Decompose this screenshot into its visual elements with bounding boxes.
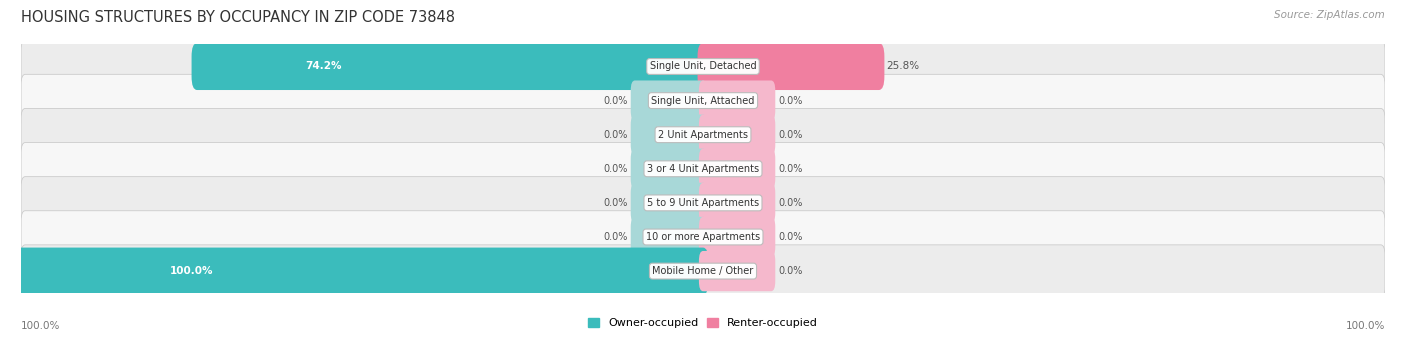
FancyBboxPatch shape xyxy=(699,80,775,121)
FancyBboxPatch shape xyxy=(699,251,775,291)
Text: 3 or 4 Unit Apartments: 3 or 4 Unit Apartments xyxy=(647,164,759,174)
FancyBboxPatch shape xyxy=(21,108,1385,161)
Text: 0.0%: 0.0% xyxy=(778,266,803,276)
FancyBboxPatch shape xyxy=(697,43,884,90)
Text: 2 Unit Apartments: 2 Unit Apartments xyxy=(658,130,748,140)
FancyBboxPatch shape xyxy=(21,74,1385,127)
Text: 25.8%: 25.8% xyxy=(886,61,920,72)
FancyBboxPatch shape xyxy=(21,40,1385,93)
Text: 0.0%: 0.0% xyxy=(778,232,803,242)
Text: HOUSING STRUCTURES BY OCCUPANCY IN ZIP CODE 73848: HOUSING STRUCTURES BY OCCUPANCY IN ZIP C… xyxy=(21,10,456,25)
Text: 0.0%: 0.0% xyxy=(778,198,803,208)
Text: 100.0%: 100.0% xyxy=(1346,321,1385,331)
Text: 0.0%: 0.0% xyxy=(778,130,803,140)
Text: 100.0%: 100.0% xyxy=(21,321,60,331)
FancyBboxPatch shape xyxy=(191,43,709,90)
Text: 74.2%: 74.2% xyxy=(305,61,342,72)
FancyBboxPatch shape xyxy=(699,149,775,189)
Text: Single Unit, Detached: Single Unit, Detached xyxy=(650,61,756,72)
FancyBboxPatch shape xyxy=(21,143,1385,195)
FancyBboxPatch shape xyxy=(631,217,707,257)
FancyBboxPatch shape xyxy=(21,211,1385,263)
FancyBboxPatch shape xyxy=(21,177,1385,229)
FancyBboxPatch shape xyxy=(699,183,775,223)
Text: Source: ZipAtlas.com: Source: ZipAtlas.com xyxy=(1274,10,1385,20)
Text: 0.0%: 0.0% xyxy=(778,164,803,174)
FancyBboxPatch shape xyxy=(699,217,775,257)
Text: 0.0%: 0.0% xyxy=(603,95,628,106)
Text: 0.0%: 0.0% xyxy=(603,130,628,140)
Text: 10 or more Apartments: 10 or more Apartments xyxy=(645,232,761,242)
Text: 0.0%: 0.0% xyxy=(603,164,628,174)
FancyBboxPatch shape xyxy=(15,248,709,295)
Text: Mobile Home / Other: Mobile Home / Other xyxy=(652,266,754,276)
FancyBboxPatch shape xyxy=(699,115,775,155)
Legend: Owner-occupied, Renter-occupied: Owner-occupied, Renter-occupied xyxy=(583,313,823,332)
Text: Single Unit, Attached: Single Unit, Attached xyxy=(651,95,755,106)
FancyBboxPatch shape xyxy=(21,245,1385,297)
FancyBboxPatch shape xyxy=(631,115,707,155)
FancyBboxPatch shape xyxy=(631,149,707,189)
Text: 0.0%: 0.0% xyxy=(603,232,628,242)
Text: 5 to 9 Unit Apartments: 5 to 9 Unit Apartments xyxy=(647,198,759,208)
Text: 100.0%: 100.0% xyxy=(170,266,214,276)
FancyBboxPatch shape xyxy=(631,183,707,223)
Text: 0.0%: 0.0% xyxy=(778,95,803,106)
FancyBboxPatch shape xyxy=(631,80,707,121)
Text: 0.0%: 0.0% xyxy=(603,198,628,208)
